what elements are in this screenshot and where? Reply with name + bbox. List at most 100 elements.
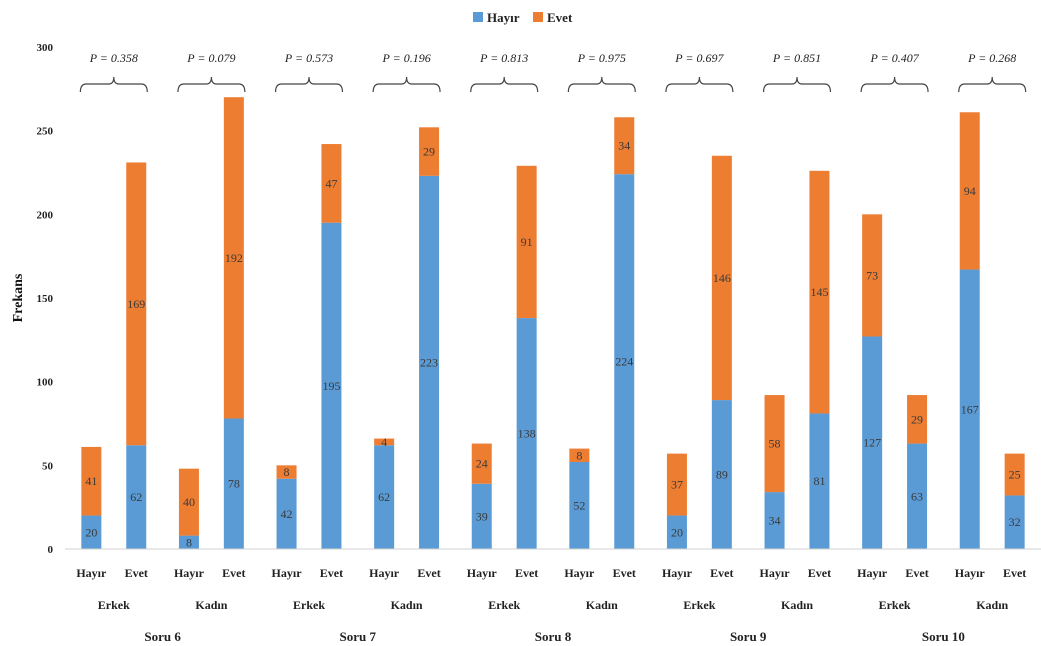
y-tick-label: 300 [37,42,54,54]
data-label-hayir: 42 [281,507,293,521]
y-tick-label: 50 [42,460,54,472]
x-axis: Soru 6 Erkek Hayır Evet Kadın Hayır Evet Soru 7… [65,548,1041,644]
p-value-bracket [470,76,539,93]
bar-segment-evet [178,468,199,536]
gender-label: Kadın [976,598,1008,612]
p-value-bracket [958,76,1027,93]
question-label: Soru 10 [922,629,965,644]
data-label-evet: 146 [713,271,731,285]
question-label: Soru 9 [730,629,767,644]
answer-tick-label: Evet [613,566,636,580]
data-label-evet: 8 [576,448,582,462]
bar-segment-hayir [81,515,102,549]
data-label-hayir: 52 [573,498,585,512]
bar-segment-evet [809,170,830,414]
bar-segment-evet [516,165,537,319]
data-label-evet: 4 [381,435,387,449]
answer-tick-label: Hayır [857,566,888,580]
bar-segment-hayir [516,318,537,549]
answer-tick-label: Evet [1003,566,1026,580]
bar-segment-evet [862,214,883,337]
data-label-evet: 91 [521,235,533,249]
gender-label: Erkek [683,598,715,612]
answer-tick-label: Evet [515,566,538,580]
gender-label: Erkek [879,598,911,612]
data-label-hayir: 81 [813,474,825,488]
p-value-label: P = 0.813 [479,51,528,65]
bar-segment-hayir [569,461,590,549]
data-label-evet: 24 [476,457,488,471]
answer-tick-label: Hayır [760,566,791,580]
data-label-hayir: 8 [186,535,192,549]
question-label: Soru 7 [340,629,377,644]
legend-label-evet: Evet [547,10,573,25]
data-label-hayir: 20 [671,525,683,539]
bar-segment-hayir [809,413,830,549]
bar-segment-hayir [126,445,147,549]
y-tick-label: 100 [37,377,54,389]
data-label-hayir: 78 [228,477,240,491]
p-value-label: P = 0.358 [89,51,138,65]
data-label-hayir: 224 [615,355,633,369]
bar-segment-evet [569,448,590,462]
y-tick-label: 0 [48,544,54,556]
data-label-hayir: 34 [769,514,781,528]
data-label-hayir: 39 [476,509,488,523]
data-label-evet: 145 [810,285,828,299]
y-axis: 0 50 100 150 200 250 300 Frekans [11,42,54,556]
legend: Hayır Evet [473,10,573,25]
data-label-hayir: 138 [518,427,536,441]
bar-segment-evet [666,453,687,516]
data-label-hayir: 223 [420,355,438,369]
gender-label: Kadın [391,598,423,612]
bar-segment-hayir [471,483,492,549]
p-value-label: P = 0.975 [577,51,626,65]
bar-segment-evet [81,446,102,516]
answer-tick-label: Hayır [369,566,400,580]
bar-segment-evet [321,144,342,223]
question-label: Soru 8 [535,629,572,644]
bar-segment-evet [614,117,635,175]
y-axis-label: Frekans [11,273,26,322]
answer-tick-label: Hayır [564,566,595,580]
p-value-bracket [372,76,441,93]
data-label-hayir: 62 [130,490,142,504]
p-value-label: P = 0.851 [772,51,821,65]
answer-tick-label: Hayır [662,566,693,580]
data-label-evet: 29 [911,412,923,426]
data-label-hayir: 167 [961,402,979,416]
answer-tick-label: Hayır [272,566,303,580]
bar-segment-hayir [419,175,440,549]
data-label-evet: 94 [964,184,976,198]
bar-segment-evet [276,465,297,479]
bar-segment-evet [1004,453,1025,496]
p-value-bracket [860,76,929,93]
legend-label-hayir: Hayır [487,10,520,25]
gender-label: Erkek [293,598,325,612]
question-label: Soru 6 [144,629,181,644]
bar-segment-evet [374,438,395,446]
y-tick-label: 150 [37,293,54,305]
p-value-bracket [567,76,636,93]
bar-segment-hayir [666,515,687,549]
data-label-evet: 169 [127,297,145,311]
answer-tick-label: Evet [710,566,733,580]
p-value-bracket [79,76,148,93]
bar-segment-hayir [959,269,980,549]
p-value-bracket [177,76,246,93]
bar-segment-hayir [862,336,883,549]
bar-segment-hayir [764,492,785,549]
bar-segment-hayir [1004,495,1025,549]
p-value-bracket [665,76,734,93]
data-label-hayir: 20 [85,525,97,539]
data-label-evet: 25 [1009,468,1021,482]
answer-tick-label: Evet [905,566,928,580]
bar-segment-evet [223,97,244,419]
answer-tick-label: Evet [222,566,245,580]
answer-tick-label: Hayır [955,566,986,580]
bar-segment-hayir [276,478,297,549]
data-label-hayir: 62 [378,490,390,504]
data-label-evet: 192 [225,251,243,265]
p-value-bracket [274,76,344,93]
data-label-evet: 47 [325,176,337,190]
